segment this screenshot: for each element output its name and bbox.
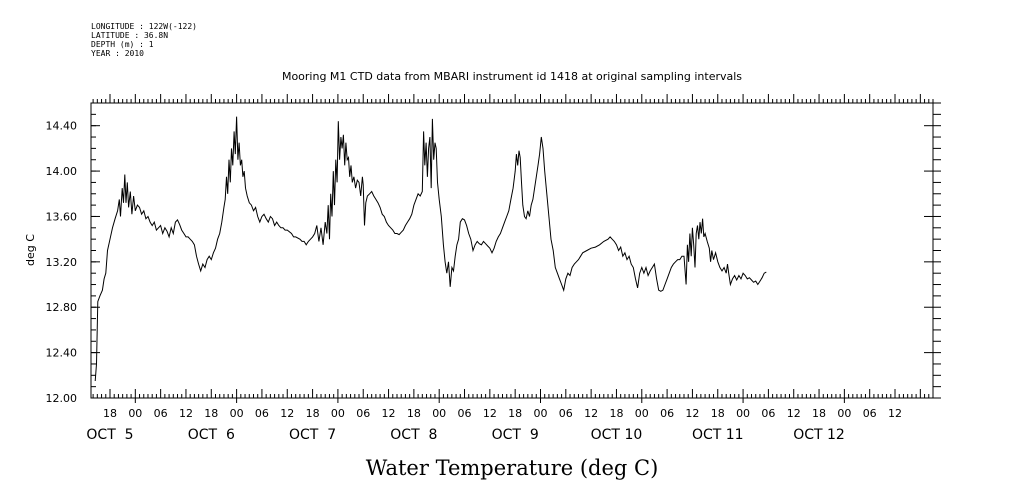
y-tick-label: 13.20 [46,256,78,269]
x-day-label: OCT 10 [591,427,643,443]
x-tick-label: 18 [711,407,725,420]
x-tick-label: 18 [508,407,522,420]
x-axis-label: Water Temperature (deg C) [366,456,659,480]
x-tick-label: 12 [280,407,294,420]
x-tick-label: 18 [103,407,117,420]
x-tick-label: 00 [736,407,750,420]
x-tick-label: 00 [533,407,547,420]
x-tick-label: 00 [837,407,851,420]
x-tick-label: 12 [685,407,699,420]
x-tick-label: 12 [888,407,902,420]
x-tick-label: 12 [584,407,598,420]
x-day-label: OCT 9 [492,427,539,443]
x-tick-label: 12 [382,407,396,420]
latitude-label: LATITUDE : 36.8N [91,31,169,40]
x-day-label: OCT 6 [188,427,235,443]
x-tick-label: 06 [559,407,573,420]
x-axis: 18 00 06 12 18 00 06 12 18 00 06 12 18 00 06 12 18 00 06 12… [86,94,934,443]
x-tick-label: 06 [154,407,168,420]
x-day-label: OCT 7 [289,427,336,443]
longitude-label: LONGITUDE : 122W(-122) [91,22,197,31]
x-tick-label: 18 [306,407,320,420]
depth-label: DEPTH (m) : 1 [91,40,154,49]
x-day-label: OCT 8 [390,427,437,443]
plot-frame [90,102,934,399]
x-tick-label: 06 [356,407,370,420]
x-tick-label: 18 [812,407,826,420]
y-tick-label: 14.00 [46,165,78,178]
x-tick-label: 06 [458,407,472,420]
y-tick-label: 12.00 [46,392,78,405]
x-tick-label: 12 [483,407,497,420]
x-day-label: OCT 11 [692,427,744,443]
x-tick-label: 00 [635,407,649,420]
y-tick-label: 12.80 [46,301,78,314]
x-tick-label: 12 [787,407,801,420]
x-day-label: OCT 5 [86,427,133,443]
y-tick-label: 12.40 [46,347,78,360]
x-tick-label: 00 [128,407,142,420]
chart-title: Mooring M1 CTD data from MBARI instrumen… [282,70,742,83]
x-tick-label: 06 [863,407,877,420]
water-temperature-line [94,116,767,382]
year-label: YEAR : 2010 [91,49,144,58]
y-tick-label: 13.60 [46,210,78,223]
x-tick-label: 18 [609,407,623,420]
y-axis: 12.00 12.40 12.80 13.20 13.60 14.00 14.40 [46,102,941,405]
x-tick-label: 00 [432,407,446,420]
x-day-label: OCT 12 [793,427,845,443]
metadata-block: LONGITUDE : 122W(-122) LATITUDE : 36.8N … [91,22,197,58]
x-tick-label: 06 [255,407,269,420]
x-tick-label: 06 [761,407,775,420]
x-tick-label: 00 [230,407,244,420]
x-tick-label: 18 [407,407,421,420]
x-tick-label: 12 [179,407,193,420]
y-axis-label: deg C [24,234,37,266]
y-tick-label: 14.40 [46,120,78,133]
x-tick-label: 00 [331,407,345,420]
x-tick-label: 18 [204,407,218,420]
x-tick-label: 06 [660,407,674,420]
